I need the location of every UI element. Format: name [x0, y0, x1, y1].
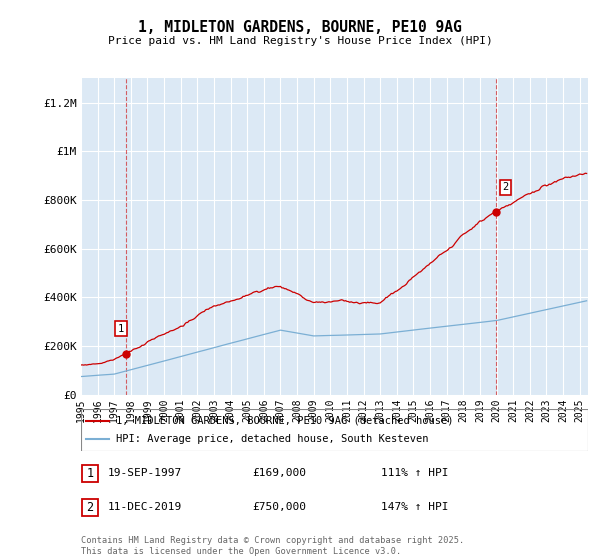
Text: 2: 2: [86, 501, 94, 514]
Text: 19-SEP-1997: 19-SEP-1997: [108, 468, 182, 478]
Text: £750,000: £750,000: [252, 502, 306, 512]
Text: 1: 1: [86, 467, 94, 480]
Text: HPI: Average price, detached house, South Kesteven: HPI: Average price, detached house, Sout…: [116, 434, 429, 444]
Text: 1, MIDLETON GARDENS, BOURNE, PE10 9AG: 1, MIDLETON GARDENS, BOURNE, PE10 9AG: [138, 20, 462, 35]
Text: 2: 2: [502, 183, 509, 192]
Text: 1: 1: [118, 324, 124, 334]
Text: 147% ↑ HPI: 147% ↑ HPI: [381, 502, 449, 512]
Text: Contains HM Land Registry data © Crown copyright and database right 2025.
This d: Contains HM Land Registry data © Crown c…: [81, 536, 464, 556]
Text: 11-DEC-2019: 11-DEC-2019: [108, 502, 182, 512]
Text: 111% ↑ HPI: 111% ↑ HPI: [381, 468, 449, 478]
Text: Price paid vs. HM Land Registry's House Price Index (HPI): Price paid vs. HM Land Registry's House …: [107, 36, 493, 46]
Text: 1, MIDLETON GARDENS, BOURNE, PE10 9AG (detached house): 1, MIDLETON GARDENS, BOURNE, PE10 9AG (d…: [116, 416, 454, 426]
Text: £169,000: £169,000: [252, 468, 306, 478]
